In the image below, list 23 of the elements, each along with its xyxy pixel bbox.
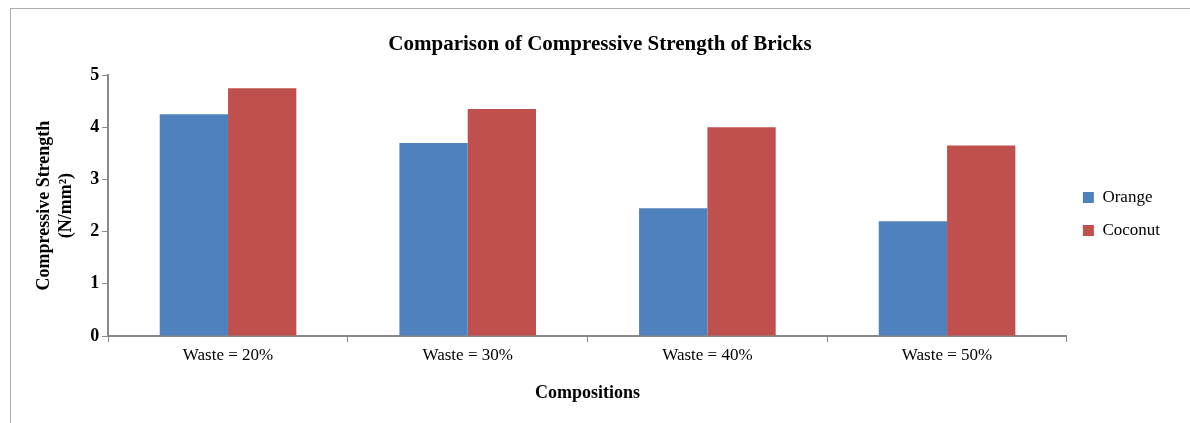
bar — [399, 143, 468, 336]
x-tick-label: Waste = 50% — [901, 344, 993, 364]
x-axis-title: Compositions — [535, 381, 641, 402]
bar — [707, 127, 776, 336]
y-axis-title: Compressive Strength (N/mm²) — [33, 120, 77, 291]
chart-title: Comparison of Compressive Strength of Bricks — [388, 31, 812, 56]
y-tick-label: 4 — [90, 116, 100, 137]
y-tick-label: 1 — [90, 272, 100, 293]
x-tick-label: Waste = 40% — [662, 344, 753, 364]
bar — [467, 109, 537, 336]
y-tick-label: 3 — [90, 168, 100, 189]
legend-label: Coconut — [1102, 219, 1161, 239]
bar — [878, 221, 948, 336]
x-tick-label: Waste = 20% — [182, 344, 274, 364]
bar — [639, 208, 708, 336]
y-tick-label: 2 — [90, 220, 100, 241]
bar — [947, 145, 1016, 336]
y-tick-label: 5 — [90, 63, 100, 84]
y-tick-label: 0 — [90, 324, 100, 345]
bar — [228, 88, 297, 336]
x-tick-label: Waste = 30% — [422, 344, 513, 364]
legend-label: Orange — [1102, 186, 1153, 206]
bar — [159, 114, 229, 336]
